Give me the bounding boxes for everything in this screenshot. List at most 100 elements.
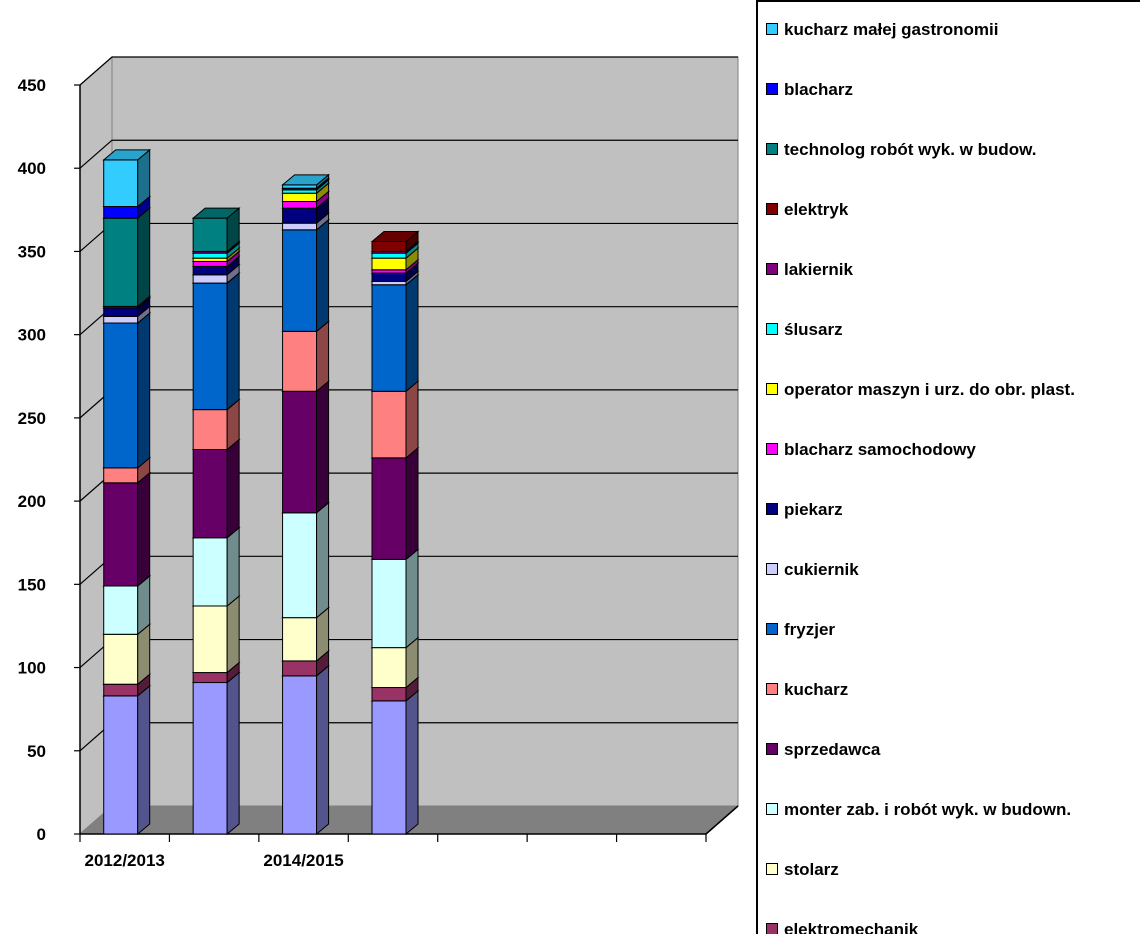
legend-label: lakiernik (784, 260, 853, 279)
bar-segment-technolog-robót-wyk-w-budow (192, 217, 228, 252)
bar-segment-fryzjer-side (316, 218, 330, 333)
bar-segment-kucharz (192, 409, 228, 451)
legend-item-lakiernik: lakiernik (766, 260, 853, 280)
legend-swatch (766, 383, 778, 395)
bar-segment-blacharz-samochodowy (282, 201, 318, 209)
bar-segment-series-0 (103, 695, 139, 835)
legend-label: blacharz (784, 80, 853, 99)
legend-item-stolarz: stolarz (766, 860, 839, 880)
bar-segment-monter-zab-i-robót-wyk-w-budown-side (226, 526, 240, 608)
y-tick-label: 300 (18, 326, 46, 345)
bar-segment-fryzjer (371, 284, 407, 392)
y-tick-label: 200 (18, 492, 46, 511)
legend-label: elektromechanik (784, 920, 919, 934)
bar-segment-blacharz-samochodowy (192, 260, 228, 267)
bar-segment-fryzjer (282, 229, 318, 332)
gridline (79, 139, 738, 169)
bar-segment-operator-maszyn-i-urz-do-obr-plast (282, 192, 318, 203)
legend-item-piekarz: piekarz (766, 500, 843, 520)
bar-segment-sprzedawca-side (405, 446, 419, 561)
bar-segment-sprzedawca-side (226, 438, 240, 539)
y-tick-label: 0 (37, 825, 46, 844)
legend-item-elektromechanik: elektromechanik (766, 920, 918, 934)
y-tick-label: 450 (18, 76, 46, 95)
stacked-bar-chart: 0 50 100 150 200 250 300 350 400 450 2012/2013 2014… (18, 55, 740, 870)
bar-segment-piekarz (371, 272, 407, 282)
legend-swatch (766, 923, 778, 934)
bar-segment-monter-zab-i-robót-wyk-w-budown-side (405, 548, 419, 649)
bar-segment-series-0-side (316, 664, 330, 836)
bar-segment-kucharz-małej-gastronomii-top (281, 174, 330, 186)
x-tick-label: 2012/2013 (85, 851, 165, 870)
bar-segment-ślusarz (371, 252, 407, 259)
y-tick-label: 50 (27, 742, 46, 761)
x-tick-label: 2014/2015 (263, 851, 343, 870)
bar-segment-series-0-side (226, 671, 240, 836)
y-tick-label: 100 (18, 659, 46, 678)
legend-item-cukiernik: cukiernik (766, 560, 859, 580)
bar-segment-blacharz (103, 206, 139, 219)
bar-segment-monter-zab-i-robót-wyk-w-budown (371, 558, 407, 649)
bar-segment-cukiernik (192, 274, 228, 284)
y-tick-label: 150 (18, 575, 46, 594)
bar-segment-fryzjer (103, 322, 139, 469)
legend-item-kucharz-małej-gastronomii: kucharz małej gastronomii (766, 20, 998, 40)
bar-segment-operator-maszyn-i-urz-do-obr-plast (371, 257, 407, 271)
bar-segment-series-0 (282, 675, 318, 835)
legend-label: kucharz (784, 680, 849, 699)
x-axis-end (705, 805, 739, 835)
legend-label: stolarz (784, 860, 839, 879)
legend-item-ślusarz: ślusarz (766, 320, 843, 340)
bar-segment-kucharz-side (316, 320, 330, 393)
legend-swatch (766, 203, 778, 215)
bar-segment-monter-zab-i-robót-wyk-w-budown (103, 585, 139, 635)
bar-segment-sprzedawca (192, 449, 228, 539)
bar-segment-series-0-side (405, 689, 419, 836)
bar-segment-elektromechanik (192, 672, 228, 684)
bar-segment-stolarz (192, 605, 228, 674)
bar-segment-kucharz (282, 330, 318, 392)
y-tick-label: 350 (18, 242, 46, 261)
legend-swatch (766, 623, 778, 635)
bar-segment-elektromechanik (371, 687, 407, 702)
legend-label: cukiernik (784, 560, 859, 579)
bar-segment-sprzedawca-side (316, 380, 330, 514)
bar-segment-kucharz-małej-gastronomii-top (102, 149, 152, 161)
bar-segment-sprzedawca (103, 482, 139, 587)
bar-segment-kucharz (371, 390, 407, 459)
legend-swatch (766, 863, 778, 875)
bar-segment-series-0-side (137, 684, 151, 836)
legend-item-blacharz-samochodowy: blacharz samochodowy (766, 440, 976, 460)
legend-item-operator-maszyn-i-urz-do-obr-plast: operator maszyn i urz. do obr. plast. (766, 380, 1084, 400)
legend-item-fryzjer: fryzjer (766, 620, 835, 640)
legend-label: ślusarz (784, 320, 843, 339)
legend-item-kucharz: kucharz (766, 680, 848, 700)
legend-swatch (766, 83, 778, 95)
bar-segment-elektryk-top (370, 230, 420, 242)
bar-segment-piekarz (103, 307, 139, 317)
legend-label: kucharz małej gastronomii (784, 20, 999, 39)
bar-segment-sprzedawca (282, 390, 318, 514)
bar-segment-stolarz (371, 647, 407, 689)
bar-segment-series-0 (371, 700, 407, 835)
bar-segment-technolog-robót-wyk-w-budow (103, 217, 139, 307)
legend-label: piekarz (784, 500, 843, 519)
bar-segment-kucharz-małej-gastronomii (103, 159, 139, 208)
bar-segment-fryzjer-side (226, 272, 240, 411)
legend-swatch (766, 263, 778, 275)
bar-segment-piekarz (282, 207, 318, 224)
legend-swatch (766, 23, 778, 35)
legend-swatch (766, 803, 778, 815)
legend-label: sprzedawca (784, 740, 881, 759)
bar-segment-monter-zab-i-robót-wyk-w-budown (282, 512, 318, 619)
legend-swatch (766, 143, 778, 155)
legend-label: technolog robót wyk. w budow. (784, 140, 1037, 159)
legend-swatch (766, 683, 778, 695)
y-tick-label: 400 (18, 159, 46, 178)
gridline (79, 56, 738, 86)
legend-label: fryzjer (784, 620, 836, 639)
bar-segment-sprzedawca (371, 457, 407, 560)
bar-segment-elektromechanik (103, 683, 139, 697)
legend-item-technolog-robót-wyk-w-budow: technolog robót wyk. w budow. (766, 140, 1036, 160)
bar-segment-cukiernik (282, 222, 318, 231)
